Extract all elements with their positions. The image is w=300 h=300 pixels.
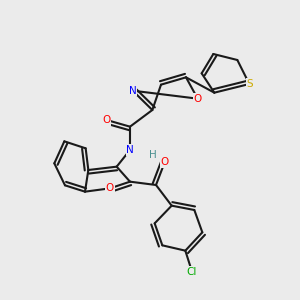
Text: O: O — [103, 115, 111, 125]
Text: O: O — [194, 94, 202, 104]
Text: O: O — [160, 157, 169, 167]
Text: N: N — [129, 86, 136, 96]
Text: N: N — [126, 145, 134, 155]
Text: S: S — [246, 79, 253, 89]
Text: Cl: Cl — [187, 267, 197, 277]
Text: O: O — [106, 183, 114, 193]
Text: H: H — [149, 150, 157, 160]
